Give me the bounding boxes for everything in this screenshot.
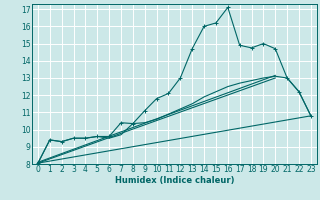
X-axis label: Humidex (Indice chaleur): Humidex (Indice chaleur) [115, 176, 234, 185]
